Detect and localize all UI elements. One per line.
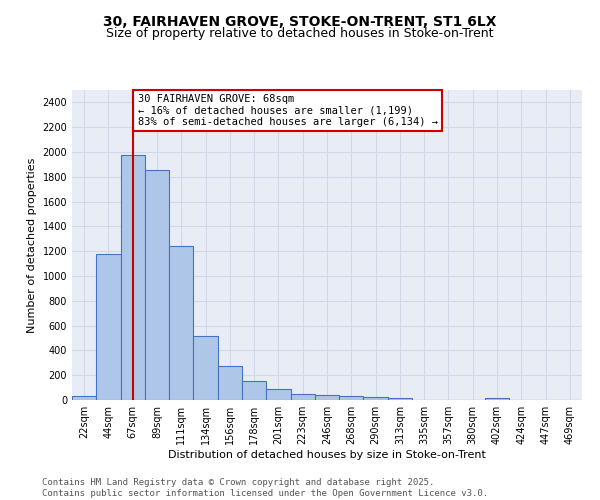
Bar [72, 396, 96, 400]
Bar [364, 398, 388, 400]
Bar [242, 381, 266, 400]
Bar [266, 389, 290, 400]
Text: Size of property relative to detached houses in Stoke-on-Trent: Size of property relative to detached ho… [106, 28, 494, 40]
Bar [315, 395, 339, 400]
Bar [290, 394, 315, 400]
Bar [96, 254, 121, 400]
X-axis label: Distribution of detached houses by size in Stoke-on-Trent: Distribution of detached houses by size … [168, 450, 486, 460]
Bar [485, 398, 509, 400]
Bar [145, 170, 169, 400]
Y-axis label: Number of detached properties: Number of detached properties [27, 158, 37, 332]
Bar [169, 246, 193, 400]
Text: 30, FAIRHAVEN GROVE, STOKE-ON-TRENT, ST1 6LX: 30, FAIRHAVEN GROVE, STOKE-ON-TRENT, ST1… [103, 15, 497, 29]
Bar [193, 336, 218, 400]
Bar [339, 396, 364, 400]
Bar [388, 398, 412, 400]
Text: 30 FAIRHAVEN GROVE: 68sqm
← 16% of detached houses are smaller (1,199)
83% of se: 30 FAIRHAVEN GROVE: 68sqm ← 16% of detac… [137, 94, 437, 127]
Bar [218, 366, 242, 400]
Text: Contains HM Land Registry data © Crown copyright and database right 2025.
Contai: Contains HM Land Registry data © Crown c… [42, 478, 488, 498]
Bar [121, 155, 145, 400]
